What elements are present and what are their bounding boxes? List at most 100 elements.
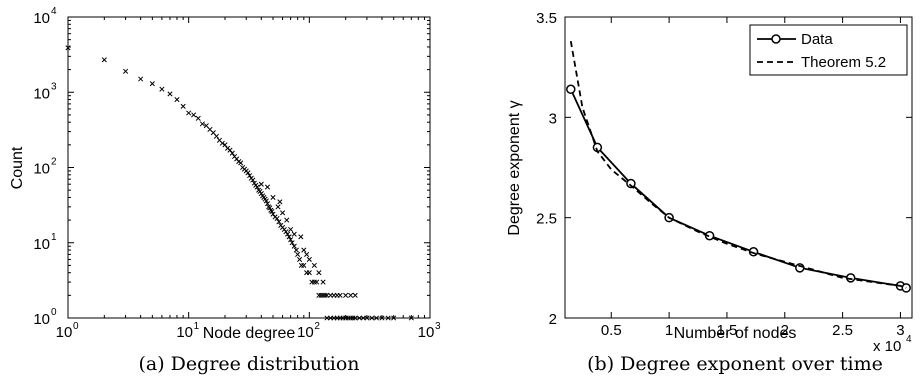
scatter-point xyxy=(288,237,294,243)
x-tick-label-b: 0.5 xyxy=(601,322,622,339)
scatter-point xyxy=(301,247,307,253)
x-tick-exp-a: 0 xyxy=(73,321,79,332)
x-tick-label-b: 2.5 xyxy=(832,322,853,339)
scatter-point xyxy=(364,315,370,321)
scatter-point xyxy=(337,292,343,298)
scatter-point xyxy=(263,198,269,204)
scatter-point xyxy=(174,96,180,103)
x-multiplier-label: x 10 xyxy=(873,338,901,355)
scatter-point xyxy=(352,315,358,321)
scatter-point xyxy=(289,240,295,246)
scatter-point xyxy=(270,194,276,200)
y-tick-label-a: 10 xyxy=(33,311,50,328)
scatter-point xyxy=(123,68,129,74)
y-tick-label-b: 2.5 xyxy=(536,211,557,228)
scatter-point xyxy=(264,184,271,190)
scatter-points-a xyxy=(65,45,414,321)
scatter-point xyxy=(245,170,251,176)
scatter-point xyxy=(203,123,209,129)
scatter-point xyxy=(348,292,354,298)
scatter-point xyxy=(250,177,256,183)
scatter-point xyxy=(254,184,260,190)
y-tick-label-a: 10 xyxy=(33,85,50,102)
scatter-point xyxy=(408,315,414,321)
scatter-point xyxy=(322,292,328,298)
y-tick-label-a: 10 xyxy=(33,236,50,253)
scatter-point xyxy=(149,81,155,87)
scatter-point xyxy=(373,315,380,321)
scatter-point xyxy=(306,256,312,262)
scatter-point xyxy=(385,315,391,321)
scatter-point xyxy=(306,270,312,276)
scatter-point xyxy=(186,110,192,116)
scatter-point xyxy=(264,201,271,207)
scatter-point xyxy=(297,256,303,262)
y-tick-exp-a: 2 xyxy=(51,157,57,168)
scatter-point xyxy=(275,204,281,210)
scatter-point xyxy=(286,234,292,240)
series-lines-b xyxy=(566,40,911,293)
x-tick-exp-a: 2 xyxy=(314,321,320,332)
x-tick-label-b: 1 xyxy=(665,322,673,339)
scatter-point xyxy=(295,251,301,257)
x-tick-label-b: 2 xyxy=(781,322,789,339)
scatter-point xyxy=(274,215,280,222)
scatter-point xyxy=(222,142,228,148)
legend-data-label: Data xyxy=(801,31,833,48)
x-tick-label-a: 10 xyxy=(176,324,193,341)
y-tick-label-a: 10 xyxy=(33,10,50,27)
data-point-marker xyxy=(626,178,636,189)
scatter-point xyxy=(314,279,320,285)
scatter-point xyxy=(238,160,244,166)
xlabel-b: Number of nodes xyxy=(674,325,797,342)
scatter-point xyxy=(316,270,322,276)
degree-exponent-chart: 0.5 1 1.5 2 2.5 3 2 2.5 3 3.5 Data Theorem 5.2 Nu… xyxy=(506,10,913,375)
data-point-marker xyxy=(566,84,576,94)
x-tick-label-a: 10 xyxy=(56,324,73,341)
x-tick-exp-a: 3 xyxy=(435,321,441,332)
scatter-point xyxy=(320,279,326,285)
scatter-point xyxy=(298,234,304,240)
scatter-point xyxy=(283,229,289,235)
scatter-point xyxy=(138,76,144,82)
legend-b: Data Theorem 5.2 xyxy=(749,24,908,76)
scatter-point xyxy=(343,292,349,298)
scatter-point xyxy=(369,315,375,321)
x-multiplier: x 10 4 xyxy=(873,334,912,355)
scatter-point xyxy=(199,121,205,127)
x-tick-exp-a: 1 xyxy=(194,321,200,332)
scatter-point xyxy=(318,292,324,298)
scatter-point xyxy=(293,247,299,253)
scatter-point xyxy=(291,231,297,237)
x-tick-label-a: 10 xyxy=(418,324,435,341)
scatter-point xyxy=(270,211,276,217)
y-tick-exp-a: 4 xyxy=(51,6,57,17)
scatter-point xyxy=(276,219,282,225)
scatter-point xyxy=(280,210,286,216)
scatter-point xyxy=(352,292,358,298)
scatter-point xyxy=(191,112,197,118)
y-tick-exp-a: 3 xyxy=(51,81,57,92)
data-point-marker xyxy=(901,283,911,293)
scatter-point xyxy=(258,181,264,187)
legend-theorem-label: Theorem 5.2 xyxy=(801,54,886,71)
x-tick-label-b: 3 xyxy=(896,322,904,339)
plot-area-a xyxy=(67,16,431,319)
theorem-series-line xyxy=(569,40,907,289)
scatter-point xyxy=(291,243,297,249)
axis-ticks-a: 10 0 10 1 10 2 10 310 010 110 210 310 4 xyxy=(33,6,441,341)
scatter-point xyxy=(311,262,317,268)
legend-data-marker xyxy=(771,34,781,44)
x-tick-label-b: 1.5 xyxy=(717,322,738,339)
y-tick-exp-a: 1 xyxy=(51,232,57,243)
y-tick-label-a: 10 xyxy=(33,161,50,178)
y-tick-label-b: 3 xyxy=(549,110,557,127)
scatter-point xyxy=(269,208,275,215)
xlabel-a: Node degree xyxy=(203,325,296,342)
scatter-point xyxy=(229,150,235,156)
scatter-point xyxy=(101,57,107,63)
scatter-point xyxy=(304,251,310,257)
scatter-point xyxy=(356,315,362,321)
axis-ticks-b: 0.5 1 1.5 2 2.5 3 2 2.5 3 3.5 xyxy=(536,10,912,339)
caption-b: (b) Degree exponent over time xyxy=(587,353,883,375)
